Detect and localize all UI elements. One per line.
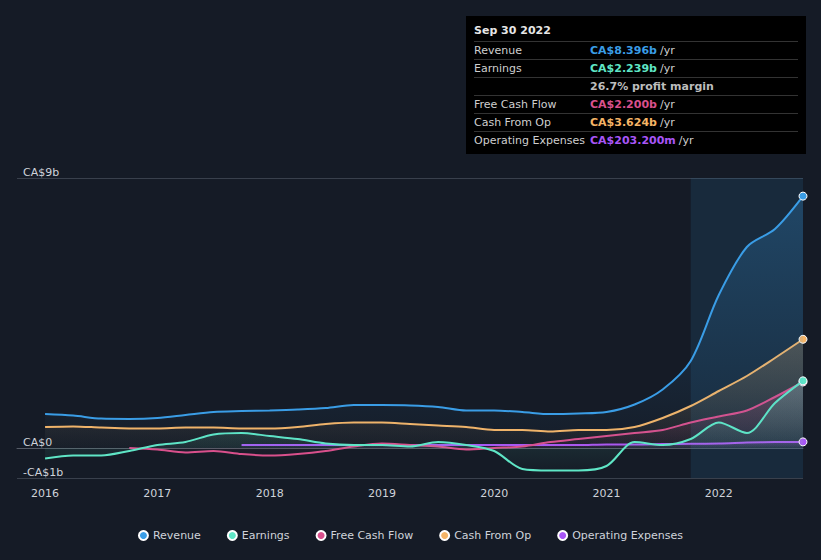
html-text:CA$3.624b /yr: CA$3.624b /yr — [590, 116, 675, 129]
html-text:Cash From Op: Cash From Op — [474, 116, 551, 129]
svg-text:Operating Expenses: Operating Expenses — [572, 529, 683, 542]
svg-text:Cash From Op: Cash From Op — [454, 529, 531, 542]
svg-text:-CA$1b: -CA$1b — [23, 466, 63, 479]
html-text:CA$8.396b /yr: CA$8.396b /yr — [590, 44, 675, 57]
html-text:Sep 30 2022: Sep 30 2022 — [474, 24, 551, 37]
svg-text:2019: 2019 — [368, 487, 396, 500]
svg-text:2020: 2020 — [480, 487, 508, 500]
html-text:26.7% profit margin: 26.7% profit margin — [590, 80, 714, 93]
html-text:Free Cash Flow: Free Cash Flow — [474, 98, 557, 111]
svg-text:CA$0: CA$0 — [23, 436, 53, 449]
svg-text:2016: 2016 — [31, 487, 59, 500]
svg-text:Revenue: Revenue — [153, 529, 201, 542]
html-text:Revenue: Revenue — [474, 44, 522, 57]
html-text:CA$2.239b /yr: CA$2.239b /yr — [590, 62, 675, 75]
svg-text:Earnings: Earnings — [242, 529, 290, 542]
html-text:Operating Expenses: Operating Expenses — [474, 134, 585, 147]
html-text:CA$2.200b /yr: CA$2.200b /yr — [590, 98, 675, 111]
html-text:CA$203.200m /yr: CA$203.200m /yr — [590, 134, 694, 147]
svg-text:Free Cash Flow: Free Cash Flow — [331, 529, 414, 542]
svg-text:2021: 2021 — [593, 487, 621, 500]
svg-text:2017: 2017 — [143, 487, 171, 500]
svg-text:CA$9b: CA$9b — [23, 166, 59, 179]
svg-text:2018: 2018 — [256, 487, 284, 500]
html-text:Earnings: Earnings — [474, 62, 522, 75]
svg-text:2022: 2022 — [705, 487, 733, 500]
